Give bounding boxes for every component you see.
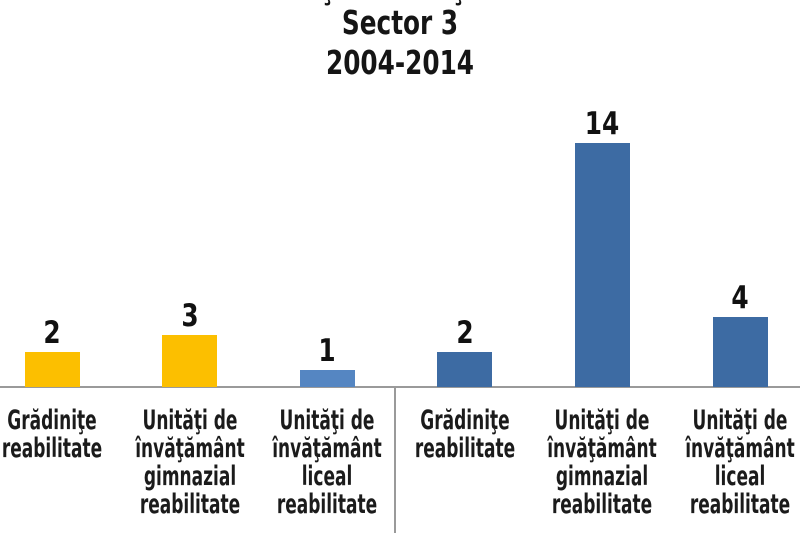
chart-title-line1-clipped: Unităţi de învăţământ: [100, 0, 700, 5]
bar-value-label-3: 1: [318, 333, 336, 369]
bar-value-label-1: 2: [43, 315, 61, 351]
bar-4: [437, 352, 493, 387]
chart-title-line2: Sector 3: [341, 3, 459, 42]
bar-6: [712, 317, 768, 387]
bar-value-label-2: 3: [180, 298, 199, 334]
category-label-6: Unităţi de învăţământ liceal reabilitate: [685, 405, 795, 520]
bar-value-label-4: 2: [456, 315, 474, 351]
bar-1: [24, 352, 80, 387]
bar-5: [574, 143, 630, 387]
category-label-5: Unităţi de învăţământ gimnazial reabilit…: [547, 405, 658, 520]
bar-2: [162, 335, 218, 387]
chart-title-line3: 2004-2014: [325, 43, 475, 82]
category-label-4: Grădiniţe reabilitate: [414, 405, 515, 464]
bar-3: [299, 370, 355, 387]
category-label-3: Unităţi de învăţământ liceal reabilitate: [272, 405, 382, 520]
x-axis-line: [0, 386, 800, 388]
bar-value-label-6: 4: [731, 280, 749, 316]
bar-value-label-5: 14: [585, 106, 620, 142]
category-label-1: Grădiniţe reabilitate: [1, 405, 103, 464]
category-label-2: Unităţi de învăţământ gimnazial reabilit…: [134, 405, 245, 520]
group-divider-line: [394, 387, 396, 533]
